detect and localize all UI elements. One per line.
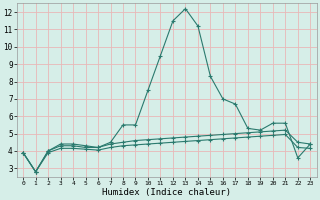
X-axis label: Humidex (Indice chaleur): Humidex (Indice chaleur) [102, 188, 231, 197]
